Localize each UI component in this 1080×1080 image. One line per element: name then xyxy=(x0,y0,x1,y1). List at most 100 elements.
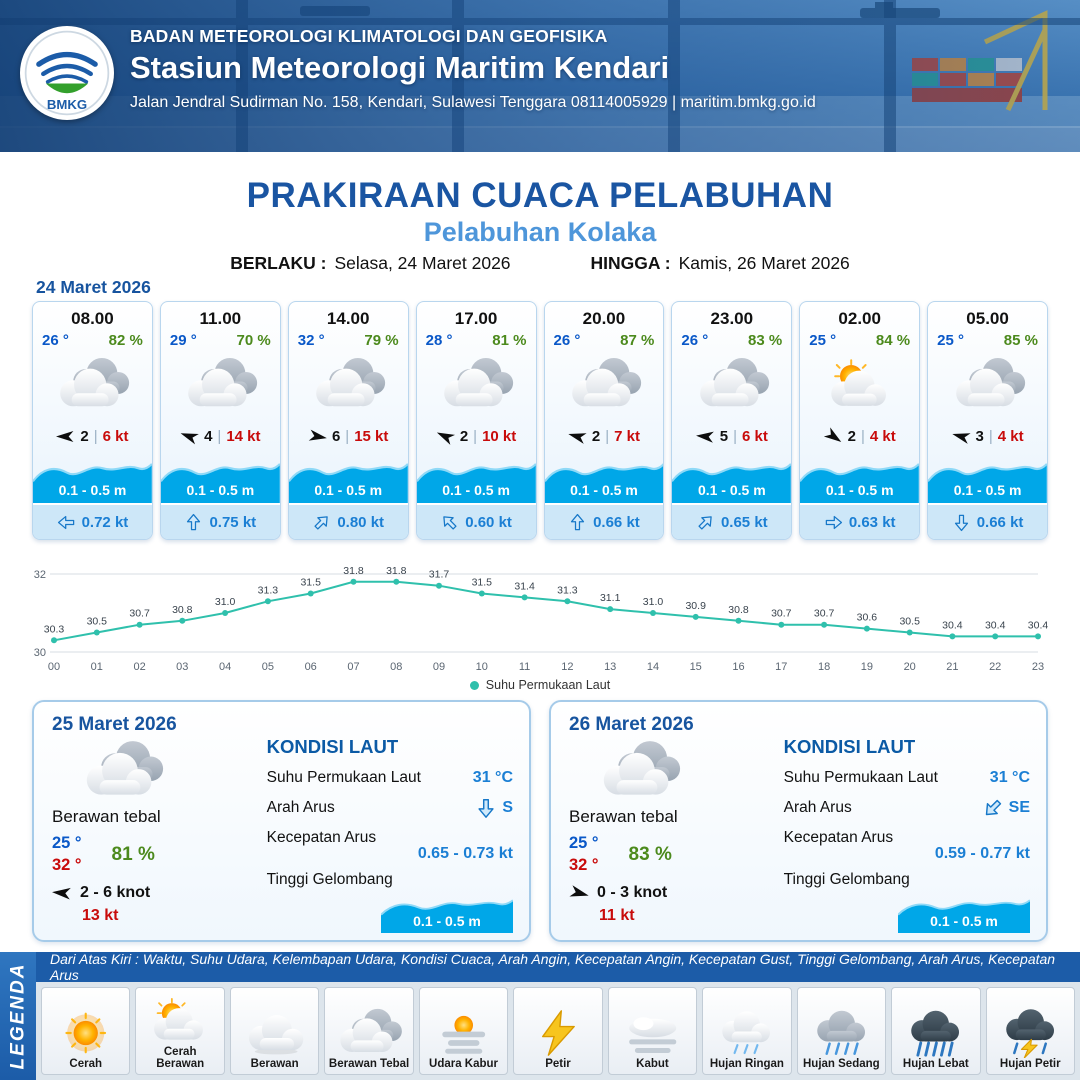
wave-label: Tinggi Gelombang xyxy=(266,871,393,888)
air-temperature: 25 ° xyxy=(937,332,964,349)
current-speed: 0.63 kt xyxy=(848,513,896,531)
page-title: PRAKIRAAN CUACA PELABUHAN xyxy=(246,176,834,215)
current-direction-icon xyxy=(692,509,719,536)
wave-height: 0.1 - 0.5 m xyxy=(186,482,255,498)
svg-text:12: 12 xyxy=(561,661,573,673)
legend-weather-icon xyxy=(327,1008,410,1058)
daily-weather-summary: Berawan tebal 25 ° 32 ° 81 % 2 - 6 knot … xyxy=(52,740,275,925)
hourly-forecast-card: 08.00 26 ° 82 % 2 | 6 kt 0.1 - 0.5 m 0.7… xyxy=(32,301,153,540)
legend-item: Udara Kabur xyxy=(418,987,509,1075)
daily-temp-max: 32 ° xyxy=(52,856,82,874)
daily-gust: 13 kt xyxy=(82,907,119,924)
forecast-time: 11.00 xyxy=(199,309,242,328)
legend-items: Cerah Cerah Berawan Berawan Berawan Teba… xyxy=(36,982,1080,1080)
wind-direction-icon xyxy=(307,428,328,444)
valid-to-label: HINGGA : xyxy=(590,253,671,273)
current-row: 0.66 kt xyxy=(544,503,664,539)
svg-text:20: 20 xyxy=(904,661,916,673)
daily-weather-icon xyxy=(72,740,275,807)
wave-height: 0.1 - 0.5 m xyxy=(442,482,510,498)
wave-height: 0.1 - 0.5 m xyxy=(697,482,766,498)
current-dir-text: S xyxy=(502,799,513,816)
svg-text:30: 30 xyxy=(34,647,46,659)
temp-humidity-row: 25 ° 84 % xyxy=(800,331,919,349)
wind-direction-icon xyxy=(695,429,715,444)
weather-icon xyxy=(161,349,280,421)
wave-height: 0.1 - 0.5 m xyxy=(825,482,894,498)
temp-humidity-row: 28 ° 81 % xyxy=(417,331,536,349)
air-temperature: 28 ° xyxy=(425,332,453,349)
divider: | xyxy=(605,427,610,445)
header-text: BADAN METEOROLOGI KLIMATOLOGI DAN GEOFIS… xyxy=(130,26,816,112)
legend-item: Hujan Ringan xyxy=(702,987,792,1075)
svg-text:08: 08 xyxy=(390,661,402,673)
svg-text:31.8: 31.8 xyxy=(386,565,407,577)
svg-text:32: 32 xyxy=(34,569,46,581)
weather-icon xyxy=(672,349,791,421)
current-direction-icon xyxy=(952,513,971,532)
current-speed: 0.72 kt xyxy=(81,513,129,531)
forecast-time: 05.00 xyxy=(966,309,1009,328)
bmkg-logo: BMKG xyxy=(20,26,114,120)
daily-forecast-card-25: 25 Maret 2026 Berawan tebal 25 ° 32 ° 81… xyxy=(32,700,531,942)
header-port-illustration xyxy=(0,0,1080,152)
legend-weather-icon xyxy=(611,1008,694,1058)
current-direction-icon xyxy=(308,509,335,536)
current-speed-value: 0.59 - 0.77 kt xyxy=(934,845,1030,862)
wave-height-band: 0.1 - 0.5 m xyxy=(33,453,152,503)
hourly-forecast-card: 17.00 28 ° 81 % 2 | 10 kt 0.1 - 0.5 m 0.… xyxy=(415,301,537,540)
daily-cards-row: 25 Maret 2026 Berawan tebal 25 ° 32 ° 81… xyxy=(32,700,1048,942)
divider: | xyxy=(860,427,865,445)
svg-text:30.7: 30.7 xyxy=(771,608,792,620)
current-direction-icon xyxy=(568,513,587,532)
legend-item: Cerah xyxy=(41,987,131,1075)
daily-weather-icon xyxy=(589,740,792,807)
wind-direction-icon xyxy=(950,427,972,444)
gust-speed: 7 kt xyxy=(614,427,640,445)
legend-label: Cerah xyxy=(69,1057,103,1070)
station-address: Jalan Jendral Sudirman No. 158, Kendari,… xyxy=(130,94,816,111)
legend-weather-icon xyxy=(233,1008,316,1058)
svg-text:15: 15 xyxy=(690,661,702,673)
legend-item: Cerah Berawan xyxy=(135,987,225,1075)
current-speed: 0.66 kt xyxy=(593,513,640,531)
air-temperature: 32 ° xyxy=(297,332,325,349)
forecast-time: 14.00 xyxy=(326,309,370,328)
legend-label: Petir xyxy=(545,1057,571,1070)
svg-text:30.8: 30.8 xyxy=(172,604,193,616)
wave-height-band: 0.1 - 0.5 m xyxy=(800,453,919,503)
svg-text:30.4: 30.4 xyxy=(1028,619,1049,631)
temp-humidity-row: 32 ° 79 % xyxy=(289,331,408,349)
svg-text:04: 04 xyxy=(219,661,231,673)
hourly-date-label: 24 Maret 2026 xyxy=(36,277,151,297)
current-direction-icon xyxy=(977,792,1008,823)
legend-label: Hujan Petir xyxy=(999,1057,1061,1070)
legend-title: LEGENDA xyxy=(7,962,28,1070)
svg-text:22: 22 xyxy=(989,661,1001,673)
wind-row: 6 | 15 kt xyxy=(289,421,408,451)
svg-text:11: 11 xyxy=(519,661,530,673)
divider: | xyxy=(733,427,737,445)
daily-forecast-card-26: 26 Maret 2026 Berawan tebal 25 ° 32 ° 83… xyxy=(549,700,1048,942)
weather-icon xyxy=(33,349,152,421)
legend-weather-icon xyxy=(516,1008,599,1058)
wind-direction-icon xyxy=(56,430,75,443)
port-name: Pelabuhan Kolaka xyxy=(423,217,657,247)
gust-speed: 6 kt xyxy=(742,427,768,445)
forecast-time: 08.00 xyxy=(71,309,114,328)
daily-temps: 25 ° 32 ° 81 % xyxy=(52,834,275,875)
svg-text:30.5: 30.5 xyxy=(87,616,108,628)
current-row: 0.60 kt xyxy=(416,503,536,539)
legend-item: Hujan Petir xyxy=(985,987,1075,1075)
humidity: 84 % xyxy=(875,332,911,349)
daily-condition: Berawan tebal xyxy=(569,807,678,826)
gust-speed: 6 kt xyxy=(102,427,129,445)
sst-label: Suhu Permukaan Laut xyxy=(266,769,421,786)
svg-text:18: 18 xyxy=(818,661,830,673)
svg-text:23: 23 xyxy=(1032,661,1044,673)
current-speed: 0.75 kt xyxy=(209,513,257,531)
humidity: 85 % xyxy=(1003,332,1038,349)
air-temperature: 26 ° xyxy=(553,332,581,349)
divider: | xyxy=(473,427,478,445)
